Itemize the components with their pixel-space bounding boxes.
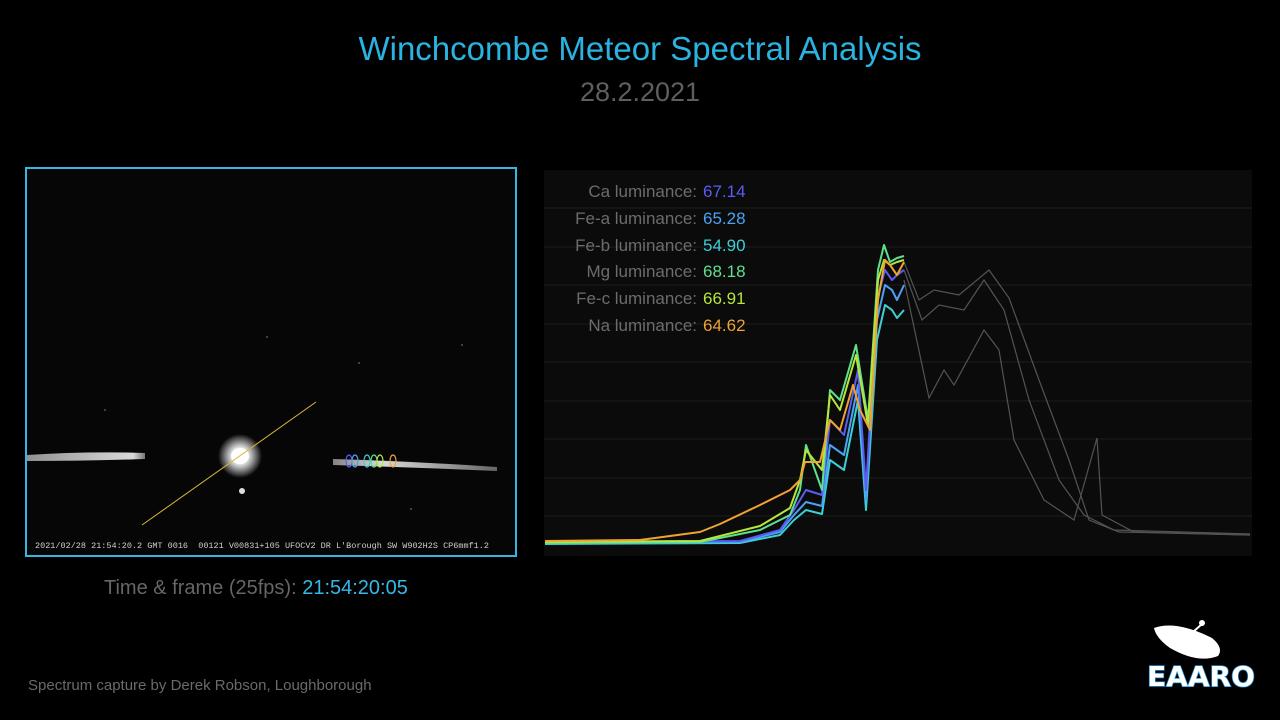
spectrum-plot	[544, 207, 1252, 545]
credit: Spectrum capture by Derek Robson, Loughb…	[28, 677, 372, 694]
streak	[333, 459, 497, 471]
grid	[544, 207, 1252, 517]
luminance-label: Fe-b luminance:	[575, 235, 697, 255]
luminance-row: Mg luminance: 68.18	[544, 262, 964, 289]
luminance-value: 54.90	[703, 235, 746, 255]
luminance-row: Ca luminance: 67.14	[544, 182, 964, 209]
dispersion-line	[141, 401, 317, 526]
luminance-value: 65.28	[703, 208, 746, 228]
logo-graphic: EAARO	[1146, 620, 1256, 694]
stars	[104, 336, 463, 510]
luminance-label: Na luminance:	[588, 315, 697, 335]
luminance-value: 68.18	[703, 262, 746, 282]
meteor-image	[27, 169, 515, 555]
date: 28.2.2021	[579, 77, 701, 107]
spectrum-lines	[544, 244, 905, 545]
title: Winchcombe Meteor Spectral Analysis	[358, 30, 922, 67]
luminance-label: Fe-a luminance:	[575, 208, 697, 228]
spectrum-history	[903, 261, 1251, 536]
dish	[1154, 625, 1220, 659]
streak	[27, 452, 145, 461]
logo: EAARO	[1146, 618, 1256, 694]
luminance-row: Na luminance: 64.62	[544, 316, 964, 343]
dish-arm	[1183, 623, 1203, 641]
dish-feed	[1199, 620, 1205, 626]
fragment	[239, 488, 245, 494]
luminance-label: Fe-c luminance:	[576, 289, 697, 309]
luminance-label: Mg luminance:	[586, 262, 697, 282]
luminance-list: Ca luminance: 67.14 Fe-a luminance: 65.28 Fe…	[544, 182, 964, 343]
luminance-row: Fe-c luminance: 66.91	[544, 289, 964, 316]
luminance-value: 67.14	[703, 182, 746, 201]
luminance-value: 66.91	[703, 289, 746, 309]
spectral-markers	[345, 454, 397, 468]
luminance-label: Ca luminance:	[588, 182, 697, 201]
spectrum-panel	[544, 170, 1252, 556]
luminance-row: Fe-a luminance: 65.28	[544, 209, 964, 236]
sky	[27, 169, 515, 555]
logo-text: EAARO	[1147, 660, 1255, 693]
timecode: Time & frame (25fps): 21:54:20:05	[104, 577, 408, 600]
video-overlay: 2021/02/28 21:54:20.2 GMT 0016 00121 V00…	[35, 541, 489, 551]
timecode-label: Time & frame (25fps):	[104, 577, 297, 599]
timecode-value: 21:54:20:05	[302, 577, 408, 599]
luminance-value: 64.62	[703, 315, 746, 335]
video-frame: 2021/02/28 21:54:20.2 GMT 0016 00121 V00…	[25, 167, 517, 557]
luminance-row: Fe-b luminance: 54.90	[544, 236, 964, 263]
